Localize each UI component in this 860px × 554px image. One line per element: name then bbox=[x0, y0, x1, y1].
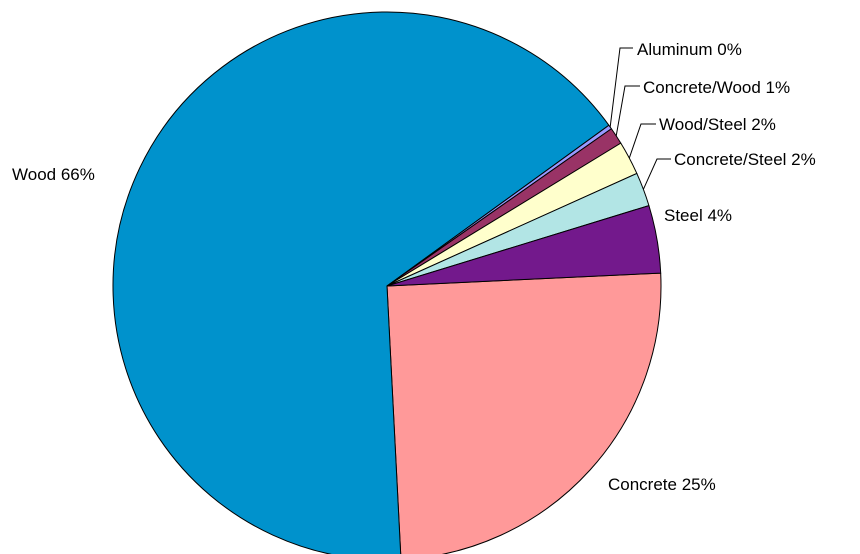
slice-label-aluminum: Aluminum 0% bbox=[637, 40, 742, 59]
slice-label-concrete-wood: Concrete/Wood 1% bbox=[643, 78, 790, 97]
slice-label-concrete: Concrete 25% bbox=[608, 475, 716, 494]
leader-line-concrete-wood bbox=[615, 85, 640, 136]
slice-label-wood-steel: Wood/Steel 2% bbox=[659, 115, 776, 134]
leader-line-wood-steel bbox=[628, 123, 656, 159]
leader-line-concrete-steel bbox=[642, 158, 671, 190]
pie-slice-concrete bbox=[386, 272, 662, 554]
leader-lines bbox=[609, 47, 671, 190]
slice-label-wood: Wood 66% bbox=[12, 165, 95, 184]
leader-line-aluminum bbox=[609, 47, 633, 128]
slice-label-steel: Steel 4% bbox=[664, 206, 732, 225]
pie-slice-wood bbox=[112, 11, 610, 554]
pie-slices bbox=[112, 11, 662, 554]
slice-label-concrete-steel: Concrete/Steel 2% bbox=[674, 150, 816, 169]
pie-slice-steel bbox=[386, 205, 662, 287]
slice-labels: Concrete 25% Wood 66% Aluminum 0% Concre… bbox=[12, 40, 816, 494]
